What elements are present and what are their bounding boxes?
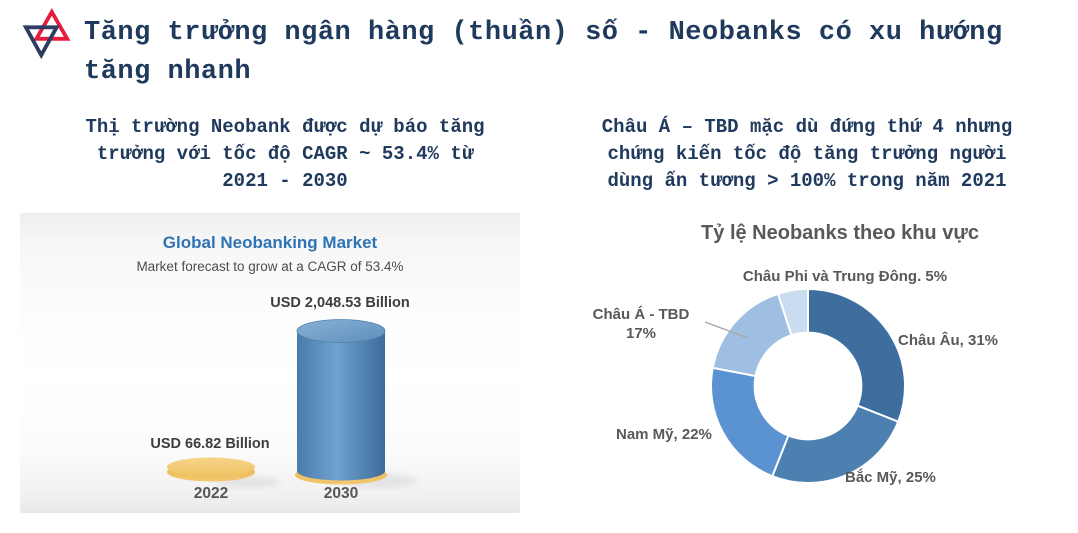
donut-chart-canvas (704, 287, 906, 484)
bar-2022-disk (167, 457, 255, 482)
donut-label-africa-middle-east: Châu Phi và Trung Đông. 5% (742, 268, 948, 285)
bar-chart-card: Global Neobanking Market Market forecast… (20, 213, 520, 513)
donut-label-north-america: Bắc Mỹ, 25% (845, 469, 936, 486)
donut-segments (710, 287, 906, 484)
asia-leader-line (704, 321, 749, 339)
bar-2022-axis-label: 2022 (193, 485, 229, 502)
right-insight-text: Châu Á – TBD mặc dù đứng thứ 4 nhưng chứ… (601, 116, 1013, 192)
bar-chart-canvas (167, 319, 418, 488)
donut-segment-1 (807, 287, 906, 424)
donut-label-south-america: Nam Mỹ, 22% (616, 426, 712, 443)
brand-logo-triangles-icon (22, 8, 71, 60)
donut-chart-block: Tỷ lệ Neobanks theo khu vực Châu Phi và … (560, 210, 1070, 533)
bar-2022-value-label: USD 66.82 Billion (150, 436, 270, 452)
bar-chart-title: Global Neobanking Market (162, 233, 378, 252)
bar-chart-subtitle: Market forecast to grow at a CAGR of 53.… (136, 259, 404, 274)
bar-2030-cylinder (295, 319, 387, 485)
donut-segment-4 (711, 292, 793, 378)
bar-2030-axis-label: 2030 (323, 485, 359, 502)
donut-segment-3 (710, 366, 790, 478)
donut-segment-5 (776, 287, 809, 337)
donut-segment-2 (770, 404, 900, 484)
left-insight-text: Thị trường Neobank được dự báo tăng trưở… (85, 116, 485, 192)
logo-navy-triangle (22, 25, 60, 60)
donut-label-asia-pacific: Châu Á - TBD 17% (592, 306, 690, 342)
slide-title: Tăng trưởng ngân hàng (thuần) số - Neoba… (84, 18, 1003, 87)
donut-chart-title: Tỷ lệ Neobanks theo khu vực (701, 222, 979, 244)
bar-2030-value-label: USD 2,048.53 Billion (270, 295, 410, 311)
donut-label-europe: Châu Âu, 31% (898, 332, 999, 349)
